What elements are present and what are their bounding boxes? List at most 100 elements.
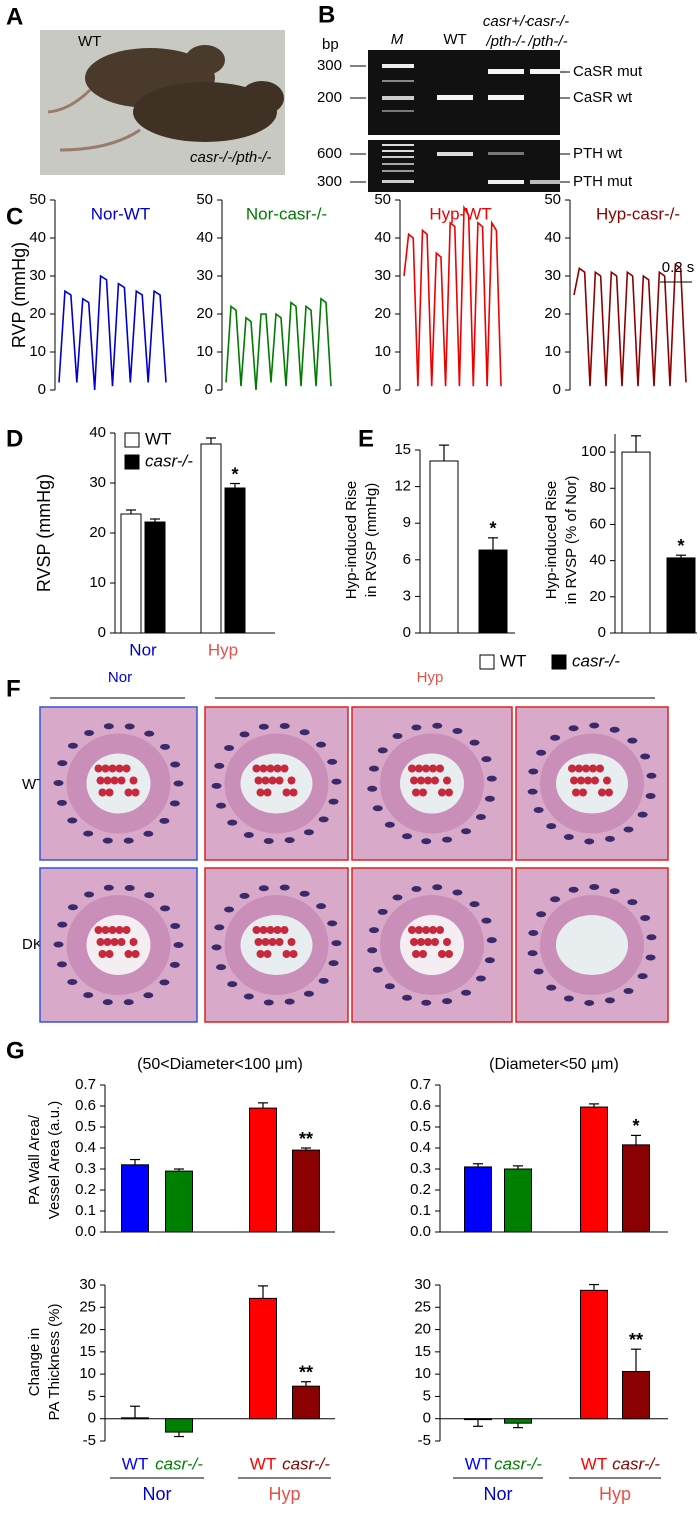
histology-column: Nor (108, 669, 132, 686)
x-tick-label: casr-/- (155, 1454, 203, 1473)
nucleus (402, 994, 413, 1001)
y-tick-label: 0.7 (410, 1076, 431, 1093)
histology-images (39, 706, 669, 1023)
nucleus (377, 908, 388, 915)
cell (287, 776, 296, 785)
cell (275, 938, 284, 946)
nucleus (486, 937, 497, 944)
x-tick-label: casr-/- (282, 1454, 330, 1473)
bar (464, 1166, 492, 1233)
nucleus (103, 884, 114, 891)
nucleus (475, 814, 486, 821)
legend-swatch (479, 654, 495, 670)
bar (165, 1170, 193, 1233)
nucleus (384, 983, 395, 990)
cell (408, 926, 416, 934)
y-tick-label: 3 (403, 587, 411, 604)
nucleus (316, 741, 327, 748)
vessel-lumen (400, 915, 464, 975)
cell (280, 764, 289, 773)
cell (410, 776, 418, 785)
cell (417, 938, 425, 946)
nucleus (392, 733, 403, 740)
cell (596, 764, 604, 773)
y-tick-label: 15 (414, 1343, 431, 1360)
chart-title: Hyp-casr-/- (596, 204, 680, 223)
vessel-lumen (240, 915, 313, 975)
nucleus (368, 927, 379, 934)
cell (263, 788, 272, 797)
cell (419, 950, 427, 958)
cell (261, 776, 270, 785)
y-tick-label: 20 (29, 305, 46, 322)
y-tick-label: 0.1 (75, 1202, 96, 1219)
cell (445, 788, 453, 797)
cell (419, 788, 427, 797)
cell (129, 938, 138, 946)
y-tick-label: 0.1 (410, 1202, 431, 1219)
significance: * (632, 1116, 639, 1136)
nucleus (484, 795, 495, 802)
cell (429, 926, 437, 934)
nucleus (263, 999, 274, 1006)
nucleus (568, 725, 579, 732)
nucleus (584, 999, 595, 1006)
cell (101, 764, 110, 773)
cell (280, 926, 289, 934)
photo (40, 30, 285, 175)
nucleus (211, 782, 222, 789)
nucleus (57, 921, 68, 928)
cell (436, 764, 444, 773)
gel-band: CaSR mut (573, 63, 643, 80)
nucleus (609, 888, 620, 895)
gel-band: PTH wt (573, 145, 623, 162)
y-tick-label: -5 (83, 1432, 96, 1449)
nucleus (563, 834, 574, 841)
cell (422, 764, 430, 773)
y-tick-label: 0 (553, 381, 561, 398)
y-tick-label: 30 (414, 1276, 431, 1293)
nucleus (452, 727, 463, 734)
cell (570, 776, 578, 785)
y-tick-label: 0 (88, 1410, 96, 1427)
cell (129, 776, 138, 785)
nucleus (102, 837, 113, 844)
nucleus (392, 894, 403, 901)
legend-label: WT (500, 651, 526, 670)
photo-label: WT (78, 33, 101, 50)
group-label: Hyp (599, 1484, 631, 1504)
bar (666, 557, 696, 634)
y-axis-label: in RVSP (mmHg) (363, 483, 380, 597)
y-tick-label: 50 (196, 191, 213, 208)
nucleus (528, 929, 539, 936)
nucleus (211, 944, 222, 951)
nucleus (432, 884, 443, 891)
cell (115, 764, 124, 773)
nucleus (623, 988, 634, 995)
nucleus (328, 960, 339, 967)
bar (121, 1417, 149, 1420)
histology-row: DK (22, 936, 43, 953)
chart-title: (50<Diameter<100 μm) (137, 1056, 303, 1073)
nucleus (546, 823, 557, 830)
nucleus (533, 968, 544, 975)
nucleus (279, 884, 290, 891)
nucleus (169, 800, 180, 807)
y-tick-label: 10 (29, 343, 46, 360)
cell (103, 938, 112, 946)
nucleus (143, 992, 154, 999)
cell (415, 764, 423, 773)
nucleus (442, 998, 453, 1005)
y-tick-label: 10 (79, 1365, 96, 1382)
nucleus (84, 891, 95, 898)
y-axis-label: RVSP (mmHg) (34, 474, 54, 592)
nucleus (623, 826, 634, 833)
nucleus (299, 890, 310, 897)
bar (429, 460, 459, 634)
y-tick-label: 12 (394, 478, 411, 495)
cell (579, 788, 587, 797)
bar (120, 513, 142, 634)
x-tick-label: casr-/- (612, 1454, 660, 1473)
y-axis-label: Hyp-induced Rise (543, 481, 560, 599)
